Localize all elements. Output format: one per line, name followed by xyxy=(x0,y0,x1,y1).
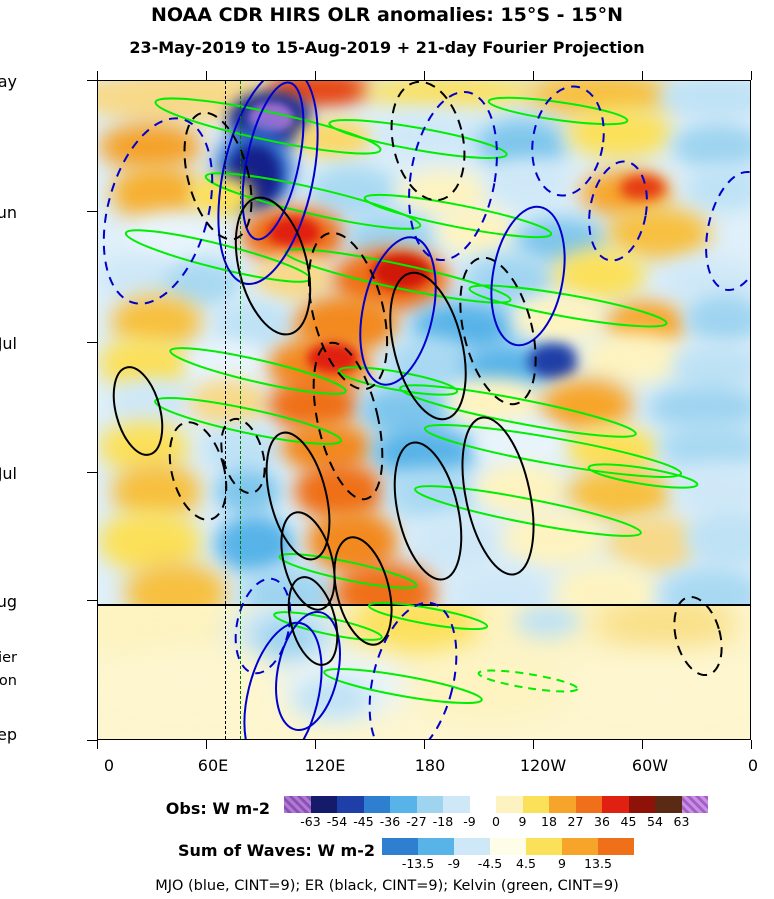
obs-tick: -18 xyxy=(432,814,454,829)
x-axis-label-3: 180 xyxy=(414,756,446,775)
obs-swatch-36-45 xyxy=(602,796,629,813)
obs-swatch--63--54 xyxy=(310,796,337,813)
waves-colorbar-caption: Sum of Waves: W m-2 xyxy=(178,841,375,860)
obs-swatch-54-63 xyxy=(655,796,682,813)
x-axis-tick xyxy=(642,740,643,749)
overlay-legend-footnote: MJO (blue, CINT=9); ER (black, CINT=9); … xyxy=(155,878,619,894)
x-axis-tick-top xyxy=(97,71,98,80)
waves-colorbar xyxy=(382,838,634,855)
plot-frame xyxy=(97,80,751,740)
waves-swatch-lt--13_5 xyxy=(382,838,418,855)
x-axis-tick-top xyxy=(642,71,643,80)
waves-colorbar-ticklabels: -13.5 -9 -4.5 4.5 9 13.5 xyxy=(382,856,634,871)
obs-swatch-18-27 xyxy=(549,796,576,813)
waves-swatch--9--4_5 xyxy=(454,838,490,855)
obs-tick: 45 xyxy=(620,814,637,829)
waves-tick: 9 xyxy=(558,856,566,871)
fourier-projection-field xyxy=(98,604,750,739)
y-axis-label-4: 15-Aug xyxy=(0,592,17,611)
x-axis-tick-top xyxy=(424,71,425,80)
obs-tick: 9 xyxy=(518,814,527,829)
obs-swatch--27--18 xyxy=(416,796,443,813)
y-axis-label-2: 4-Jul xyxy=(0,334,17,353)
y-axis-tick xyxy=(87,80,97,81)
x-axis-tick-top xyxy=(315,71,316,80)
x-axis-label-6: 0 xyxy=(747,756,759,775)
waves-tick: 4.5 xyxy=(516,856,536,871)
y-axis-tick xyxy=(87,740,97,741)
x-axis-tick-top xyxy=(206,71,207,80)
obs-swatch-27-36 xyxy=(575,796,602,813)
obs-colorbar-ticklabels: -63 -54 -45 -36 -27 -18 -9 0 9 18 27 36 … xyxy=(284,814,709,829)
y-axis-label-0: 23-May xyxy=(0,72,17,91)
y-axis-tick xyxy=(87,472,97,473)
waves-tick: -9 xyxy=(447,856,461,871)
obs-tick: 0 xyxy=(492,814,500,829)
waves-swatch--13_5--9 xyxy=(418,838,454,855)
x-axis-label-1: 60E xyxy=(197,756,229,775)
obs-tick: -54 xyxy=(326,814,348,829)
x-axis-tick-top xyxy=(751,71,752,80)
reference-line-70e xyxy=(225,81,226,739)
obs-tick: -45 xyxy=(353,814,374,829)
obs-swatch--54--45 xyxy=(337,796,364,813)
obs-colorbar xyxy=(284,796,709,813)
x-axis-tick xyxy=(206,740,207,749)
x-axis-tick xyxy=(424,740,425,749)
obs-swatch-0-9 xyxy=(496,796,523,813)
obs-swatch-gt-63 xyxy=(681,796,708,813)
obs-tick: 63 xyxy=(673,814,690,829)
x-axis-label-4: 120W xyxy=(519,756,567,775)
y-axis-tick xyxy=(87,600,97,601)
waves-tick: -4.5 xyxy=(477,856,503,871)
obs-swatch--9-0 xyxy=(469,796,496,813)
obs-swatch-9-18 xyxy=(522,796,549,813)
obs-tick: 18 xyxy=(541,814,557,829)
waves-swatch--4_5-4_5 xyxy=(490,838,526,855)
fourier-projection-label-line2: Projection xyxy=(0,673,17,689)
obs-tick: 36 xyxy=(594,814,610,829)
waves-swatch-gt-13_5 xyxy=(598,838,634,855)
forecast-divider xyxy=(98,604,750,607)
obs-tick: -27 xyxy=(406,814,427,829)
obs-swatch--18--9 xyxy=(443,796,470,813)
waves-swatch-9-13_5 xyxy=(562,838,598,855)
y-axis-label-1: 13-Jun xyxy=(0,203,17,222)
obs-tick: -9 xyxy=(463,814,476,829)
y-axis-tick xyxy=(87,342,97,343)
waves-tick: 13.5 xyxy=(584,856,612,871)
obs-swatch-45-54 xyxy=(628,796,655,813)
x-axis-tick xyxy=(533,740,534,749)
x-axis-tick xyxy=(751,740,752,749)
page-title: NOAA CDR HIRS OLR anomalies: 15°S - 15°N xyxy=(151,4,623,26)
y-axis-label-3: 25-Jul xyxy=(0,464,17,483)
obs-swatch--45--36 xyxy=(363,796,390,813)
page-subtitle: 23-May-2019 to 15-Aug-2019 + 21-day Four… xyxy=(129,38,645,57)
x-axis-tick-top xyxy=(533,71,534,80)
heatmap-plot xyxy=(97,80,751,740)
fourier-projection-label-line1: Fourier xyxy=(0,650,17,666)
obs-tick: -63 xyxy=(300,814,321,829)
waves-tick: -13.5 xyxy=(401,856,435,871)
x-axis-tick xyxy=(315,740,316,749)
obs-tick: -36 xyxy=(379,814,401,829)
reference-line-78e xyxy=(240,81,241,739)
y-axis-label-5: 5-Sep xyxy=(0,725,17,744)
obs-tick: 54 xyxy=(647,814,663,829)
obs-swatch--36--27 xyxy=(390,796,417,813)
mjo-contours xyxy=(102,81,750,739)
x-axis-label-2: 120E xyxy=(304,756,346,775)
waves-swatch-4_5-9 xyxy=(526,838,562,855)
obs-tick: 27 xyxy=(567,814,584,829)
obs-swatch-lt-63 xyxy=(284,796,311,813)
x-axis-label-0: 0 xyxy=(103,756,115,775)
er-contours xyxy=(112,81,723,677)
x-axis-label-5: 60W xyxy=(631,756,669,775)
obs-colorbar-caption: Obs: W m-2 xyxy=(165,799,270,818)
x-axis-tick xyxy=(97,740,98,749)
y-axis-tick xyxy=(87,211,97,212)
